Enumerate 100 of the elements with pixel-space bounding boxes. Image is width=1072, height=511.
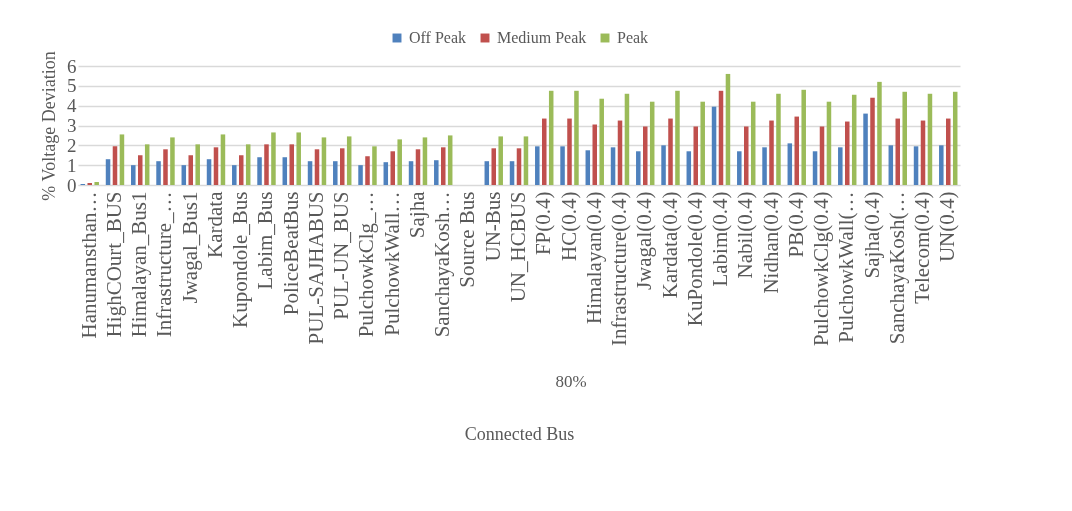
bar: [661, 145, 666, 185]
bar: [592, 124, 598, 185]
bar: [877, 81, 882, 185]
bar: [567, 118, 572, 185]
legend-label: Off Peak: [409, 29, 467, 46]
bar: [636, 151, 641, 185]
bar: [170, 137, 175, 185]
bar: [863, 113, 868, 185]
x-tick-label: Labim_Bus: [253, 191, 278, 290]
bar: [339, 148, 345, 185]
bar: [870, 97, 875, 185]
x-tick-label: Jwagal_Bus1: [177, 191, 202, 304]
text: 80%: [554, 372, 588, 392]
x-tick-label: Nabil(0.4): [733, 191, 758, 279]
x-tick-label: Nidhan(0.4): [758, 191, 783, 294]
bar: [794, 116, 800, 185]
x-tick-label: UN_HCBUS: [506, 191, 530, 303]
x-tick-label: Telecom(0.4): [910, 191, 935, 304]
bar: [642, 126, 648, 185]
bar: [693, 126, 699, 185]
bar: [838, 147, 843, 185]
x-tick-label: Source Bus: [455, 191, 480, 288]
x-tick-label: Himalayan(0.4): [581, 191, 606, 324]
x-tick-label: HC(0.4): [556, 191, 581, 261]
x-tick-label: Sajha: [405, 190, 429, 239]
y-tick-label: 2: [67, 134, 77, 156]
bar: [737, 151, 742, 185]
bar: [440, 147, 446, 185]
x-tick-label: SanchayaKosh…: [430, 191, 455, 338]
y-axis-title: % Voltage Deviation: [39, 51, 59, 201]
bar: [902, 91, 907, 185]
bar: [358, 165, 363, 185]
bar: [668, 118, 673, 185]
x-tick-label: Himalayan_Bus1: [127, 191, 152, 338]
x-tick-label: Kupondole_Bus: [228, 191, 253, 328]
bar: [845, 121, 850, 185]
bar: [541, 118, 547, 185]
bar: [264, 144, 269, 185]
x-tick-label: Kardata: [202, 190, 227, 258]
x-tick-label: PulchowkClg_…: [354, 191, 379, 338]
bar: [397, 139, 402, 185]
bar: [895, 118, 901, 185]
bar: [390, 151, 396, 185]
bar: [372, 146, 377, 185]
x-tick-label: FP(0.4): [531, 191, 556, 256]
x-tick-label: HighCOurt_BUS: [101, 191, 126, 338]
bar: [560, 146, 565, 185]
bar: [131, 165, 136, 185]
bar: [232, 165, 237, 185]
bar: [769, 120, 774, 185]
bar: [333, 161, 338, 185]
x-tick-label: PulchowkWall…: [379, 191, 404, 336]
x-tick-label: UN(0.4): [935, 191, 960, 263]
x-tick-label: SanchayaKosh(…: [884, 191, 909, 345]
bar: [599, 98, 604, 185]
bar: [195, 144, 200, 185]
bar: [498, 136, 503, 185]
bar: [675, 90, 680, 185]
y-tick-label: 1: [67, 154, 77, 176]
bar: [700, 101, 705, 185]
bar: [939, 145, 944, 185]
bar: [743, 126, 749, 185]
x-tick-label: PUL-UN_BUS: [329, 191, 354, 320]
y-tick-label: 3: [67, 115, 77, 136]
bar: [137, 155, 143, 185]
bar: [156, 161, 161, 185]
bar: [163, 149, 168, 185]
bar: [574, 90, 579, 185]
bar: [946, 118, 951, 185]
legend-label: Medium Peak: [497, 29, 587, 46]
x-tick-label: Sajha(0.4): [859, 191, 884, 279]
bar: [535, 146, 540, 185]
x-tick-label: UN-Bus: [480, 191, 505, 262]
bar: [801, 89, 806, 185]
bar: [188, 155, 193, 185]
legend-label: Peak: [617, 29, 649, 46]
x-tick-label: PoliceBeatBus: [278, 191, 303, 316]
bar: [296, 132, 301, 185]
x-tick-label: Infrastructure_…: [152, 191, 177, 338]
x-tick-label: KuPondole(0.4): [682, 191, 707, 327]
x-tick-label: Labim(0.4): [708, 191, 732, 287]
bar: [365, 156, 370, 185]
y-tick-label: 5: [67, 75, 77, 97]
x-tick-label: PUL-SAJHABUS: [304, 191, 328, 345]
x-tick-label: PulchowkWall(…: [834, 191, 859, 343]
bar: [257, 157, 262, 185]
y-tick-label: 0: [67, 174, 77, 196]
bar: [776, 93, 781, 185]
x-tick-label: PB(0.4): [783, 191, 808, 258]
bar: [434, 160, 439, 185]
x-tick-label: PulchowkClg(0.4): [809, 191, 834, 347]
x-tick-label: Hanumansthan…: [76, 191, 101, 339]
x-tick-label: Infrastructure(0.4): [607, 191, 631, 347]
bar: [491, 148, 497, 185]
x-tick-label: Kardata(0.4): [657, 191, 682, 299]
bar: [289, 144, 295, 185]
x-tick-label: Jwagal(0.4): [632, 191, 657, 291]
x-axis-title: Connected Bus: [464, 424, 575, 445]
bar: [271, 132, 276, 185]
y-tick-label: 6: [67, 55, 77, 77]
